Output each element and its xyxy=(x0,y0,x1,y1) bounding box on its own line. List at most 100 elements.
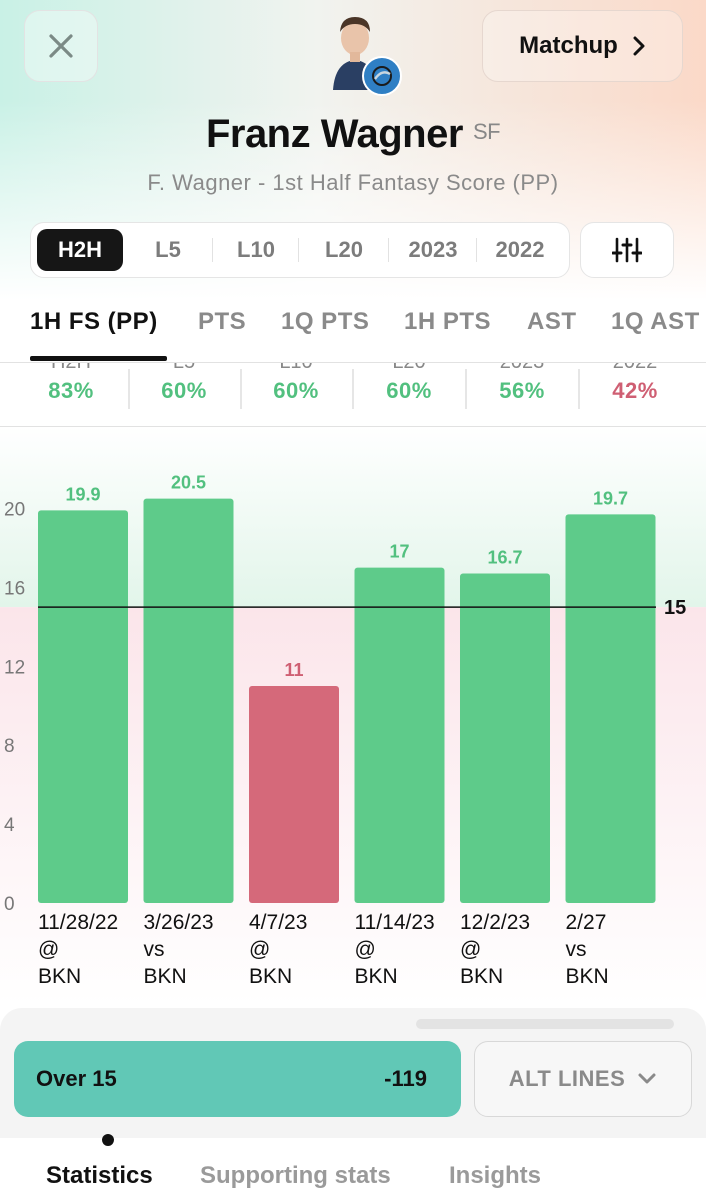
x-tick-date: 12/2/23 xyxy=(460,911,530,934)
hit-rate-l20: L20 60% xyxy=(353,363,465,404)
x-tick-location: @ xyxy=(38,938,59,961)
bar[interactable] xyxy=(249,686,339,903)
stat-tab-1q-ast[interactable]: 1Q AST xyxy=(611,308,700,335)
hit-rate-label: L10 xyxy=(240,363,352,374)
stat-tab-1h-pts[interactable]: 1H PTS xyxy=(404,308,492,335)
over-label: Over 15 xyxy=(36,1066,117,1091)
hit-rate-separator xyxy=(578,369,580,409)
x-tick-opponent: BKN xyxy=(249,965,292,988)
y-tick-label: 12 xyxy=(4,657,25,678)
bar[interactable] xyxy=(143,498,234,903)
player-name-text: Franz Wagner xyxy=(205,112,464,156)
hit-rate-value: 56% xyxy=(499,378,545,403)
hit-rate-l5: L5 60% xyxy=(128,363,240,404)
tab-h2h[interactable]: H2H xyxy=(37,229,123,271)
hit-rate-label: L20 xyxy=(353,363,465,374)
x-tick-date: 11/14/23 xyxy=(355,911,435,934)
tab-2023[interactable]: 2023 xyxy=(389,229,477,271)
hit-rate-separator xyxy=(128,369,130,409)
chevron-right-icon xyxy=(633,36,645,56)
matchup-label: Matchup xyxy=(519,32,618,59)
nav-insights[interactable]: Insights xyxy=(449,1162,542,1189)
hit-rate-label: 2023 xyxy=(466,363,578,374)
x-tick-location: @ xyxy=(355,938,376,961)
over-bet-button[interactable]: Over 15 -119 xyxy=(14,1041,461,1117)
hit-rate-value: 60% xyxy=(161,378,207,403)
x-tick-opponent: BKN xyxy=(144,965,187,988)
hit-rate-separator xyxy=(352,369,354,409)
x-tick-opponent: BKN xyxy=(38,965,81,988)
player-position: SF xyxy=(472,119,501,144)
hit-rate-2023: 2023 56% xyxy=(466,363,578,404)
x-tick-date: 4/7/23 xyxy=(249,911,307,934)
x-tick-opponent: BKN xyxy=(566,965,609,988)
panel-handle[interactable] xyxy=(416,1019,674,1029)
bar-value-label: 11 xyxy=(284,660,303,680)
bottom-nav xyxy=(0,1138,706,1200)
bar[interactable] xyxy=(565,514,656,903)
hit-rate-value: 60% xyxy=(386,378,432,403)
stat-tabs: 1H FS (PP) PTS 1Q PTS 1H PTS AST 1Q AST xyxy=(0,300,706,362)
y-tick-label: 4 xyxy=(4,815,15,836)
x-tick-date: 3/26/23 xyxy=(144,911,214,934)
chevron-down-icon xyxy=(638,1073,656,1084)
x-tick-location: vs xyxy=(566,938,587,961)
nav-statistics[interactable]: Statistics xyxy=(46,1162,153,1189)
bar-value-label: 17 xyxy=(389,542,409,562)
y-tick-label: 20 xyxy=(4,499,25,520)
tab-2022[interactable]: 2022 xyxy=(495,237,545,262)
x-tick-opponent: BKN xyxy=(355,965,398,988)
team-logo-icon xyxy=(362,56,402,96)
hit-rate-row: H2H 83% L5 60% L10 60% L20 60% 2023 56% … xyxy=(0,363,706,425)
nav-supporting-stats[interactable]: Supporting stats xyxy=(200,1162,391,1189)
stat-tab-ast[interactable]: AST xyxy=(527,308,577,335)
x-tick-location: vs xyxy=(144,938,165,961)
player-name: Franz Wagner SF xyxy=(0,112,706,157)
bar[interactable] xyxy=(354,567,445,903)
active-nav-indicator xyxy=(102,1134,114,1146)
sliders-icon xyxy=(612,237,642,263)
tab-l20[interactable]: L20 xyxy=(299,229,389,271)
bar-value-label: 16.7 xyxy=(487,548,522,568)
hit-rate-h2h: H2H 83% xyxy=(15,363,127,404)
x-tick-location: @ xyxy=(249,938,270,961)
over-odds: -119 xyxy=(384,1066,427,1091)
tab-l10[interactable]: L10 xyxy=(213,229,299,271)
y-tick-label: 8 xyxy=(4,736,15,757)
range-tabs: H2H L5 L10 L20 2023 2022 xyxy=(30,222,570,278)
x-tick-opponent: BKN xyxy=(460,965,503,988)
hit-rate-label: L5 xyxy=(128,363,240,374)
close-icon xyxy=(49,34,73,58)
divider xyxy=(0,426,706,427)
x-tick-location: @ xyxy=(460,938,481,961)
bar[interactable] xyxy=(460,573,550,903)
stat-tab-pts[interactable]: PTS xyxy=(198,308,247,335)
market-subtitle: F. Wagner - 1st Half Fantasy Score (PP) xyxy=(147,170,559,195)
matchup-button[interactable]: Matchup xyxy=(482,10,683,82)
threshold-label: 15 xyxy=(664,597,686,619)
alt-lines-button[interactable]: ALT LINES xyxy=(474,1041,692,1117)
divider xyxy=(0,362,706,363)
x-tick-date: 2/27 xyxy=(566,911,607,934)
hit-rate-separator xyxy=(240,369,242,409)
close-button[interactable] xyxy=(24,10,98,82)
hit-rate-value: 42% xyxy=(612,378,658,403)
y-tick-label: 16 xyxy=(4,578,25,599)
filter-button[interactable] xyxy=(580,222,674,278)
stat-tab-1q-pts[interactable]: 1Q PTS xyxy=(281,308,370,335)
bar-value-label: 19.9 xyxy=(65,484,100,504)
hit-rate-label: 2022 xyxy=(579,363,691,374)
hit-rate-l10: L10 60% xyxy=(240,363,352,404)
bar[interactable] xyxy=(38,510,128,903)
hit-rate-value: 60% xyxy=(273,378,319,403)
hit-rate-2022: 2022 42% xyxy=(579,363,691,404)
bar-value-label: 19.7 xyxy=(593,488,628,508)
alt-lines-label: ALT LINES xyxy=(508,1066,626,1091)
x-tick-date: 11/28/22 xyxy=(38,911,118,934)
stat-tab-1h-fs[interactable]: 1H FS (PP) xyxy=(30,308,158,335)
bar-chart: 0 4 8 12 16 20 19.9 20.5 11 17 16.7 19.7 15 11/28/… xyxy=(0,427,706,1005)
hit-rate-label: H2H xyxy=(15,363,127,374)
active-tab-indicator xyxy=(30,356,167,361)
tab-l5[interactable]: L5 xyxy=(123,229,213,271)
hit-rate-value: 83% xyxy=(48,378,94,403)
